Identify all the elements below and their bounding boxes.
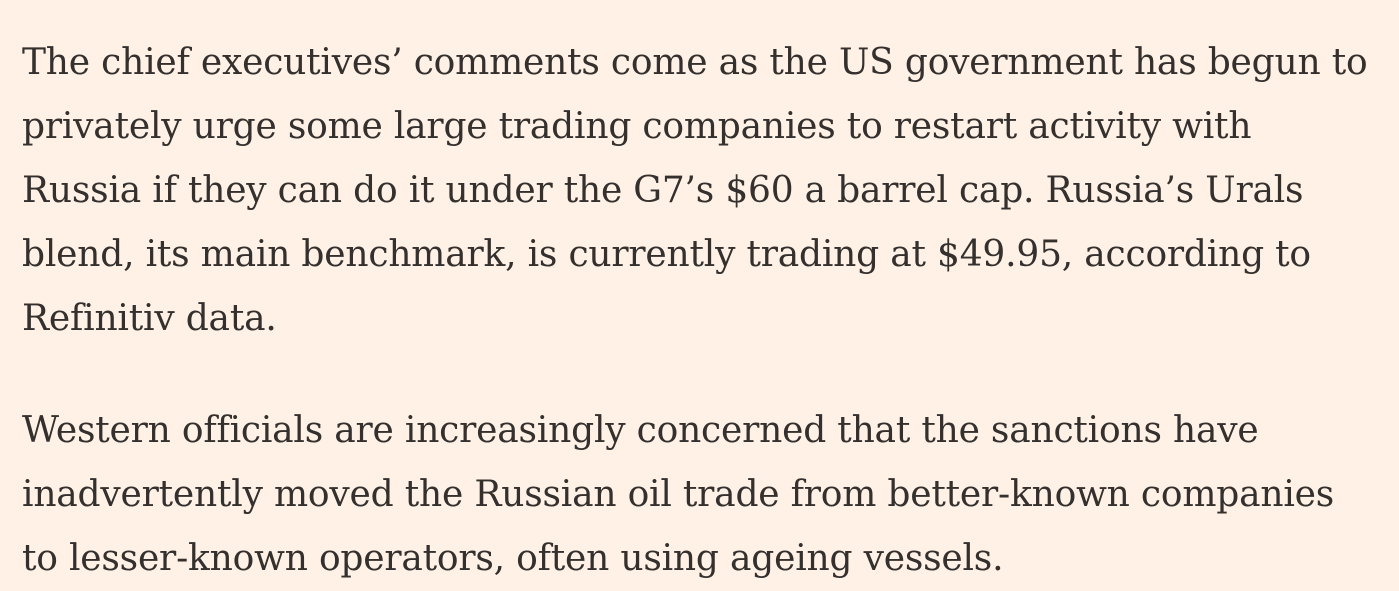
- article-body: The chief executives’ comments come as t…: [22, 42, 1368, 579]
- article-paragraph-1: The chief executives’ comments come as t…: [22, 42, 1368, 339]
- article-paragraph-2: Western officials are increasingly conce…: [22, 410, 1335, 579]
